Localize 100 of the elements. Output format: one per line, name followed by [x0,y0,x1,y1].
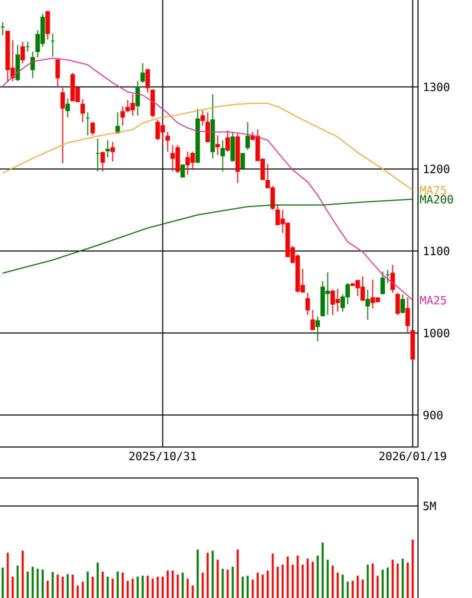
candlestick [120,106,125,126]
bar [386,568,389,598]
y-tick-label: 1000 [424,328,450,338]
bar [96,562,99,598]
bar [402,558,404,598]
line-series [2,102,414,191]
bar [132,578,134,598]
candlestick [146,68,150,94]
y-tick-label: 5M [424,502,436,510]
bar [322,542,324,598]
candlestick [406,297,410,334]
candlestick [230,132,235,162]
candlestick [90,122,95,136]
candlestick [306,292,310,316]
candlestick [226,130,230,152]
x-tick-label: 2026/01/19 [379,452,446,462]
bar [352,580,354,598]
candlestick [390,264,395,294]
candlestick [220,140,225,172]
bar [186,578,189,598]
candlestick [240,152,245,170]
bar [262,574,264,598]
candlestick [140,62,145,84]
candlestick [380,270,385,295]
bar [116,572,119,598]
bar [376,576,379,598]
y-tick-label: 1100 [424,246,450,256]
bar [92,576,94,598]
candlestick [180,164,185,178]
line-series [2,198,414,274]
candlestick [66,98,70,118]
bar [26,572,29,598]
candlestick [46,10,50,40]
candlestick [366,289,370,320]
candlestick [80,98,85,123]
candlestick [20,41,25,64]
bar [392,560,394,598]
bar [286,556,289,598]
bar [142,576,144,598]
bar [72,574,74,598]
candlestick [400,294,405,314]
bar [12,576,14,598]
bar [42,570,44,598]
bar [86,572,89,598]
bar [66,574,69,598]
bar [222,568,224,598]
bar [106,576,109,598]
bar [332,566,334,598]
series-label: MA25 [420,296,446,304]
bar [52,572,54,598]
candlestick [136,80,140,116]
bar [412,540,414,598]
candlestick [110,141,115,162]
bar [296,556,299,598]
bar [306,558,309,598]
candlestick [56,59,60,88]
bar [256,572,259,598]
x-tick-label: 2025/10/31 [129,452,196,462]
y-tick-label: 1200 [424,164,450,174]
bar [246,576,249,598]
bar [212,550,214,598]
bar [236,550,239,598]
bar [226,570,229,598]
candlestick [60,87,65,164]
bar [356,576,359,598]
bar [196,550,199,598]
candlestick [246,122,250,151]
bar [22,550,24,598]
candlestick [106,140,110,158]
candlestick [310,310,315,330]
bar [162,576,164,598]
candlestick [30,51,35,78]
candlestick [316,316,320,342]
bar [122,572,124,598]
series-label: MA75 [420,186,446,194]
bar [216,560,219,598]
bar [202,572,204,598]
bar [316,556,319,598]
bar [102,572,104,598]
bar [292,564,294,598]
bar [282,564,284,598]
bar [16,566,19,598]
candlestick [166,132,170,152]
bar [46,580,49,598]
candlestick [200,110,205,126]
bar [32,566,34,598]
y-tick-label: 1300 [424,82,450,92]
series-label: MA200 [420,195,453,204]
bar [192,586,194,598]
bar [36,568,39,598]
bar [342,574,344,598]
bar [152,578,154,598]
candlestick [100,151,105,172]
candlestick [206,112,210,142]
line-series [2,58,414,301]
bar [166,570,169,598]
candlestick [396,292,400,316]
bar [56,574,59,598]
candlestick [216,134,220,156]
bar [2,568,4,598]
